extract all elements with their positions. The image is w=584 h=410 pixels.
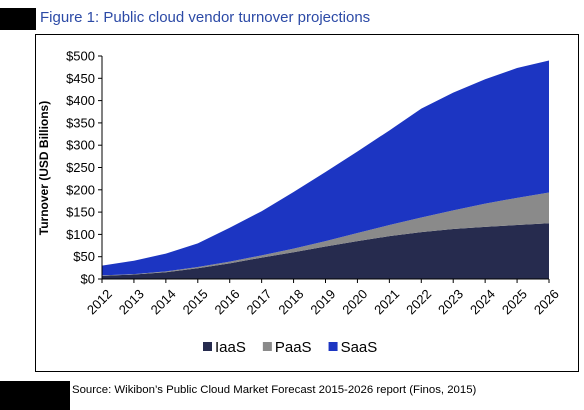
x-tick-label: 2024: [467, 286, 498, 317]
y-tick-label: $200: [66, 182, 95, 197]
source-caption: Source: Wikibon’s Public Cloud Market Fo…: [72, 384, 477, 396]
y-tick-label: $400: [66, 93, 95, 108]
x-tick-label: 2018: [275, 286, 306, 317]
x-tick-label: 2013: [116, 286, 147, 317]
x-tick-label: 2022: [403, 286, 434, 317]
x-tick-label: 2020: [339, 286, 370, 317]
x-tick-label: 2026: [531, 286, 562, 317]
x-tick-label: 2012: [84, 286, 115, 317]
figure-title: Figure 1: Public cloud vendor turnover p…: [40, 9, 371, 26]
x-tick-label: 2014: [148, 286, 179, 317]
y-tick-label: $500: [66, 49, 95, 64]
y-tick-label: $350: [66, 115, 95, 130]
x-tick-label: 2023: [435, 286, 466, 317]
legend-swatch-paas: [262, 342, 272, 351]
y-tick-label: $0: [81, 272, 95, 287]
area-iaas: [102, 223, 549, 279]
area-saas: [102, 60, 549, 276]
y-tick-label: $450: [66, 71, 95, 86]
area-paas: [102, 192, 549, 276]
legend-label-paas: PaaS: [275, 339, 312, 356]
x-tick-label: 2016: [212, 286, 243, 317]
y-tick-label: $300: [66, 138, 95, 153]
x-tick-label: 2025: [499, 286, 530, 317]
x-tick-label: 2017: [243, 286, 274, 317]
legend-label-saas: SaaS: [341, 339, 378, 356]
x-tick-label: 2019: [307, 286, 338, 317]
y-tick-label: $250: [66, 160, 95, 175]
chart-frame: [35, 34, 579, 372]
y-axis-title: Turnover (USD Billions): [37, 101, 51, 235]
x-tick-label: 2015: [180, 286, 211, 317]
legend-swatch-saas: [328, 342, 338, 351]
legend-swatch-iaas: [203, 342, 212, 351]
legend-label-iaas: IaaS: [215, 339, 246, 356]
source-black-bar: [0, 381, 70, 410]
title-black-bar: [0, 8, 36, 30]
x-tick-label: 2021: [371, 286, 402, 317]
y-tick-label: $50: [73, 249, 95, 264]
y-tick-label: $100: [66, 227, 95, 242]
y-tick-label: $150: [66, 205, 95, 220]
